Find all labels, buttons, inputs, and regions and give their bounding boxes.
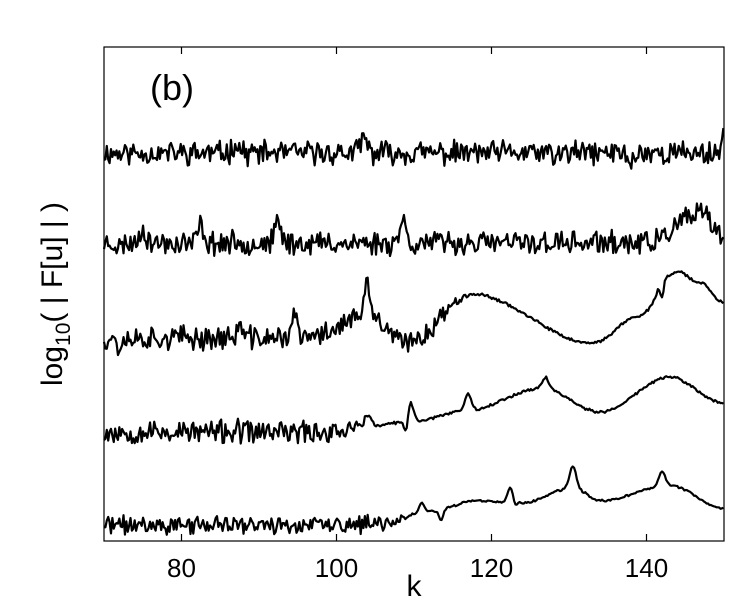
spectrum-line-3	[102, 270, 725, 357]
spectrum-line-1	[103, 127, 725, 170]
series-layer	[102, 127, 725, 536]
x-tick-label-120: 120	[470, 553, 513, 583]
x-tick-label-80: 80	[167, 553, 196, 583]
x-tick-label-100: 100	[315, 553, 358, 583]
spectrum-line-5	[103, 465, 724, 536]
spectrum-line-4	[103, 375, 724, 445]
y-axis-label-prefix: log	[36, 346, 69, 386]
x-tick-label-140: 140	[625, 553, 668, 583]
x-axis-label: k	[407, 570, 423, 603]
panel-label: (b)	[150, 67, 194, 108]
x-tick-layer: 80 100 120 140	[167, 47, 668, 583]
y-axis-label-subscript: 10	[52, 323, 75, 346]
spectrum-line-2	[102, 202, 725, 258]
plot-frame	[103, 46, 725, 542]
y-axis-label-suffix: ( | F[u] | )	[36, 202, 69, 323]
y-axis-label: log10( | F[u] | )	[36, 202, 75, 386]
